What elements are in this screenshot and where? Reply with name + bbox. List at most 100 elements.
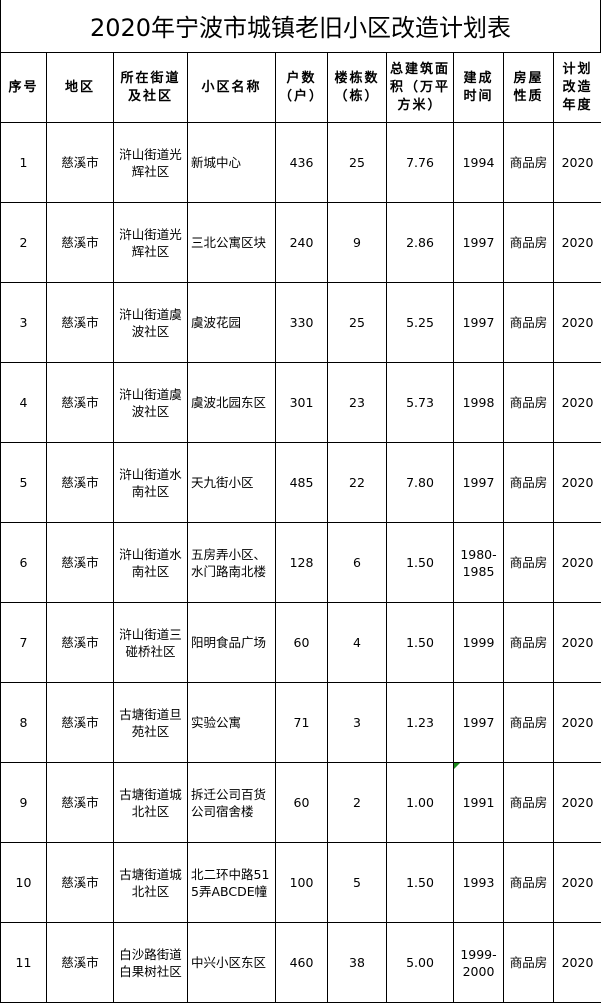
cell-estate-name[interactable]: 阳明食品广场 [188, 603, 276, 683]
cell-floor-area[interactable]: 7.80 [387, 443, 454, 523]
cell-households[interactable]: 301 [276, 363, 328, 443]
cell-estate-name[interactable]: 北二环中路515弄ABCDE幢 [188, 843, 276, 923]
cell-plan-year[interactable]: 2020 [554, 603, 601, 683]
cell-build-year[interactable]: 1998 [454, 363, 504, 443]
cell-households[interactable]: 71 [276, 683, 328, 763]
cell-households[interactable]: 60 [276, 763, 328, 843]
cell-seq[interactable]: 8 [1, 683, 47, 763]
cell-estate-name[interactable]: 天九街小区 [188, 443, 276, 523]
cell-households[interactable]: 460 [276, 923, 328, 1003]
cell-plan-year[interactable]: 2020 [554, 363, 601, 443]
cell-build-year[interactable]: 1999-2000 [454, 923, 504, 1003]
cell-region[interactable]: 慈溪市 [47, 283, 114, 363]
cell-floor-area[interactable]: 1.00 [387, 763, 454, 843]
cell-build-year[interactable]: 1997 [454, 443, 504, 523]
cell-property-type[interactable]: 商品房 [504, 443, 554, 523]
cell-build-year[interactable]: 1991 [454, 763, 504, 843]
cell-region[interactable]: 慈溪市 [47, 203, 114, 283]
cell-property-type[interactable]: 商品房 [504, 843, 554, 923]
cell-build-year[interactable]: 1997 [454, 683, 504, 763]
cell-plan-year[interactable]: 2020 [554, 843, 601, 923]
cell-street-community[interactable]: 白沙路街道白果树社区 [114, 923, 188, 1003]
cell-households[interactable]: 330 [276, 283, 328, 363]
cell-street-community[interactable]: 浒山街道水南社区 [114, 523, 188, 603]
cell-floor-area[interactable]: 1.23 [387, 683, 454, 763]
cell-households[interactable]: 485 [276, 443, 328, 523]
cell-seq[interactable]: 11 [1, 923, 47, 1003]
cell-floor-area[interactable]: 7.76 [387, 123, 454, 203]
cell-buildings[interactable]: 4 [328, 603, 387, 683]
cell-region[interactable]: 慈溪市 [47, 843, 114, 923]
cell-floor-area[interactable]: 5.00 [387, 923, 454, 1003]
cell-street-community[interactable]: 古塘街道城北社区 [114, 763, 188, 843]
cell-region[interactable]: 慈溪市 [47, 363, 114, 443]
cell-floor-area[interactable]: 5.73 [387, 363, 454, 443]
cell-property-type[interactable]: 商品房 [504, 203, 554, 283]
comment-marker-icon[interactable] [454, 763, 460, 769]
cell-households[interactable]: 240 [276, 203, 328, 283]
cell-street-community[interactable]: 浒山街道虞波社区 [114, 283, 188, 363]
cell-build-year[interactable]: 1994 [454, 123, 504, 203]
cell-estate-name[interactable]: 虞波花园 [188, 283, 276, 363]
cell-region[interactable]: 慈溪市 [47, 123, 114, 203]
cell-plan-year[interactable]: 2020 [554, 203, 601, 283]
cell-plan-year[interactable]: 2020 [554, 443, 601, 523]
cell-street-community[interactable]: 浒山街道光辉社区 [114, 203, 188, 283]
cell-plan-year[interactable]: 2020 [554, 283, 601, 363]
cell-street-community[interactable]: 浒山街道虞波社区 [114, 363, 188, 443]
cell-estate-name[interactable]: 实验公寓 [188, 683, 276, 763]
cell-estate-name[interactable]: 新城中心 [188, 123, 276, 203]
cell-floor-area[interactable]: 1.50 [387, 843, 454, 923]
cell-build-year[interactable]: 1980-1985 [454, 523, 504, 603]
cell-floor-area[interactable]: 1.50 [387, 523, 454, 603]
cell-buildings[interactable]: 3 [328, 683, 387, 763]
cell-region[interactable]: 慈溪市 [47, 923, 114, 1003]
cell-plan-year[interactable]: 2020 [554, 123, 601, 203]
cell-region[interactable]: 慈溪市 [47, 443, 114, 523]
cell-estate-name[interactable]: 三北公寓区块 [188, 203, 276, 283]
cell-estate-name[interactable]: 虞波北园东区 [188, 363, 276, 443]
cell-buildings[interactable]: 22 [328, 443, 387, 523]
cell-property-type[interactable]: 商品房 [504, 683, 554, 763]
cell-plan-year[interactable]: 2020 [554, 763, 601, 843]
cell-build-year[interactable]: 1997 [454, 283, 504, 363]
cell-households[interactable]: 100 [276, 843, 328, 923]
cell-seq[interactable]: 3 [1, 283, 47, 363]
cell-floor-area[interactable]: 5.25 [387, 283, 454, 363]
cell-property-type[interactable]: 商品房 [504, 523, 554, 603]
cell-plan-year[interactable]: 2020 [554, 523, 601, 603]
cell-floor-area[interactable]: 1.50 [387, 603, 454, 683]
cell-buildings[interactable]: 2 [328, 763, 387, 843]
cell-street-community[interactable]: 浒山街道水南社区 [114, 443, 188, 523]
cell-region[interactable]: 慈溪市 [47, 603, 114, 683]
cell-seq[interactable]: 5 [1, 443, 47, 523]
cell-build-year[interactable]: 1997 [454, 203, 504, 283]
cell-region[interactable]: 慈溪市 [47, 763, 114, 843]
cell-estate-name[interactable]: 拆迁公司百货公司宿舍楼 [188, 763, 276, 843]
cell-buildings[interactable]: 6 [328, 523, 387, 603]
cell-street-community[interactable]: 古塘街道旦苑社区 [114, 683, 188, 763]
cell-property-type[interactable]: 商品房 [504, 283, 554, 363]
cell-seq[interactable]: 9 [1, 763, 47, 843]
cell-seq[interactable]: 6 [1, 523, 47, 603]
cell-estate-name[interactable]: 五房弄小区、水门路南北楼 [188, 523, 276, 603]
cell-street-community[interactable]: 浒山街道三碰桥社区 [114, 603, 188, 683]
cell-buildings[interactable]: 38 [328, 923, 387, 1003]
cell-seq[interactable]: 4 [1, 363, 47, 443]
cell-seq[interactable]: 2 [1, 203, 47, 283]
cell-buildings[interactable]: 25 [328, 123, 387, 203]
cell-seq[interactable]: 7 [1, 603, 47, 683]
cell-households[interactable]: 436 [276, 123, 328, 203]
cell-build-year[interactable]: 1993 [454, 843, 504, 923]
cell-build-year[interactable]: 1999 [454, 603, 504, 683]
cell-region[interactable]: 慈溪市 [47, 523, 114, 603]
cell-buildings[interactable]: 5 [328, 843, 387, 923]
cell-households[interactable]: 60 [276, 603, 328, 683]
cell-buildings[interactable]: 23 [328, 363, 387, 443]
cell-buildings[interactable]: 25 [328, 283, 387, 363]
cell-buildings[interactable]: 9 [328, 203, 387, 283]
cell-street-community[interactable]: 浒山街道光辉社区 [114, 123, 188, 203]
cell-property-type[interactable]: 商品房 [504, 763, 554, 843]
cell-property-type[interactable]: 商品房 [504, 923, 554, 1003]
cell-property-type[interactable]: 商品房 [504, 363, 554, 443]
